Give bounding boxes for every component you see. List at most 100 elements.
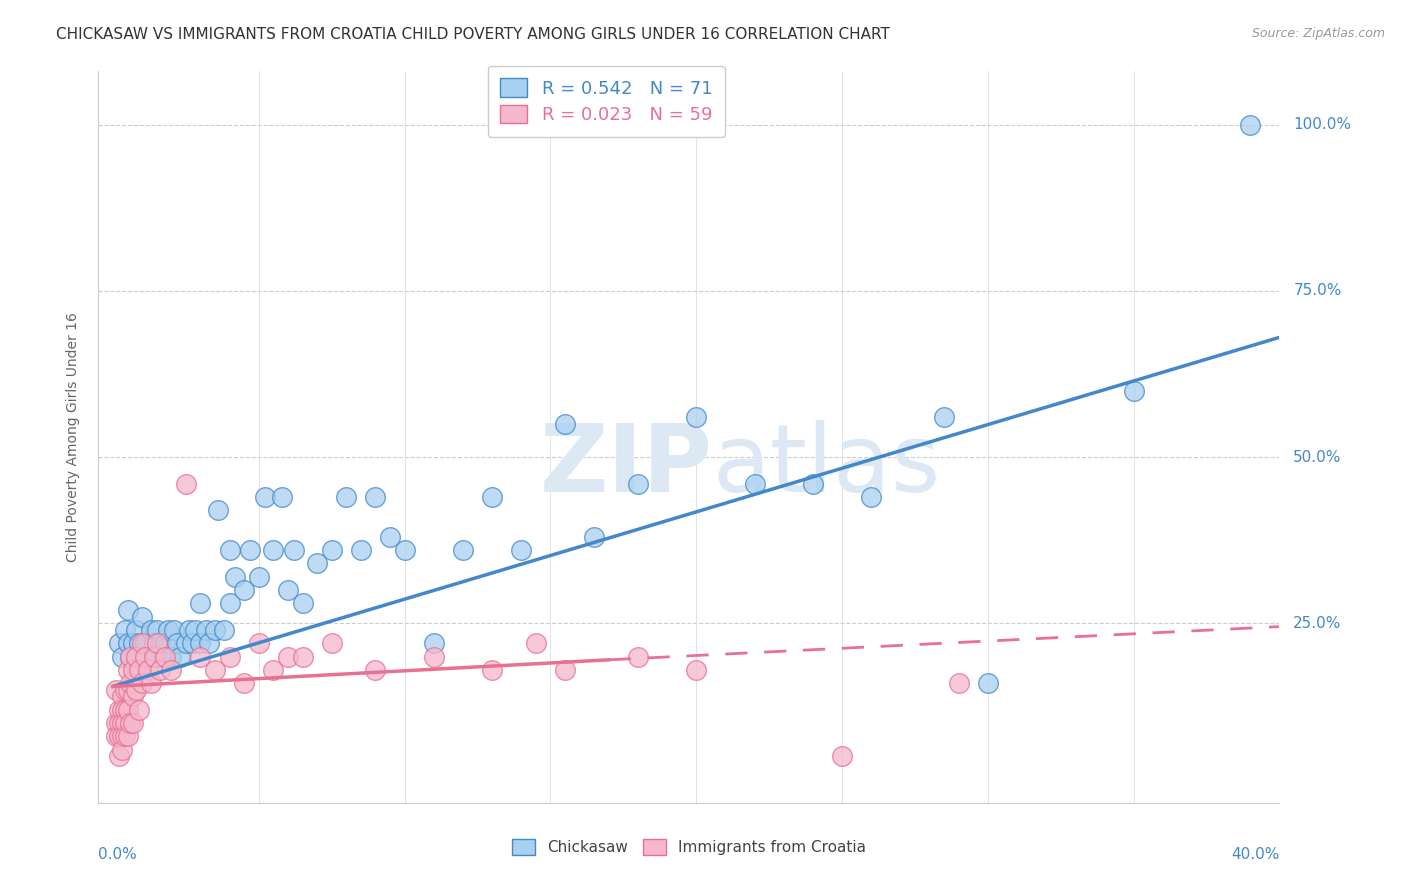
Point (277, 649, 299, 664)
Point (125, 623, 148, 637)
Point (177, 623, 200, 637)
Point (451, 543, 474, 558)
Point (111, 742, 134, 756)
Point (160, 649, 183, 664)
Point (108, 703, 131, 717)
Point (801, 476, 824, 491)
Point (120, 649, 142, 664)
Point (932, 410, 955, 425)
Point (204, 663, 226, 677)
Point (145, 623, 167, 637)
Text: 25.0%: 25.0% (1294, 615, 1341, 631)
Point (136, 663, 159, 677)
Point (104, 682, 127, 697)
Point (291, 596, 314, 610)
Point (128, 703, 150, 717)
Point (218, 543, 240, 558)
Point (155, 649, 177, 664)
Point (253, 490, 276, 504)
Point (233, 676, 256, 690)
Point (283, 543, 305, 558)
Point (128, 663, 150, 677)
Point (321, 543, 343, 558)
Point (104, 716, 127, 731)
Point (145, 636, 167, 650)
Point (364, 490, 387, 504)
Point (554, 417, 576, 431)
Point (125, 649, 148, 664)
Point (108, 749, 131, 764)
Point (155, 636, 177, 650)
Point (218, 649, 240, 664)
Point (139, 676, 162, 690)
Point (195, 623, 218, 637)
Text: 0.0%: 0.0% (98, 847, 138, 862)
Point (262, 543, 284, 558)
Point (114, 623, 136, 637)
Point (142, 636, 165, 650)
Point (131, 609, 153, 624)
Point (131, 649, 153, 664)
Text: 75.0%: 75.0% (1294, 284, 1341, 298)
Point (157, 623, 180, 637)
Point (114, 703, 136, 717)
Point (104, 729, 127, 743)
Point (149, 663, 172, 677)
Point (1122, 384, 1144, 398)
Point (134, 649, 156, 664)
Point (114, 716, 136, 731)
Point (685, 663, 707, 677)
Point (307, 557, 329, 571)
Y-axis label: Child Poverty Among Girls Under 16: Child Poverty Among Girls Under 16 (66, 312, 80, 562)
Point (247, 636, 270, 650)
Point (685, 410, 707, 425)
Point (142, 649, 165, 664)
Point (108, 716, 131, 731)
Point (152, 649, 174, 664)
Point (423, 649, 446, 664)
Point (180, 636, 202, 650)
Point (136, 649, 159, 664)
Text: atlas: atlas (713, 420, 941, 512)
Point (364, 663, 387, 677)
Point (122, 663, 145, 677)
Point (120, 716, 142, 731)
Point (174, 476, 197, 491)
Legend: Chickasaw, Immigrants from Croatia: Chickasaw, Immigrants from Croatia (506, 833, 872, 861)
Point (120, 649, 142, 664)
Point (831, 749, 853, 764)
Point (108, 636, 131, 650)
Point (583, 530, 606, 544)
Point (134, 636, 156, 650)
Text: 40.0%: 40.0% (1232, 847, 1279, 862)
Point (122, 716, 145, 731)
Point (860, 490, 883, 504)
Point (108, 729, 131, 743)
Point (117, 703, 139, 717)
Point (271, 490, 294, 504)
Point (190, 649, 212, 664)
Point (120, 676, 142, 690)
Point (321, 636, 343, 650)
Point (423, 636, 446, 650)
Point (233, 582, 256, 597)
Point (262, 663, 284, 677)
Point (122, 636, 145, 650)
Point (481, 490, 503, 504)
Point (239, 543, 262, 558)
Point (131, 676, 153, 690)
Point (394, 543, 416, 558)
Point (117, 682, 139, 697)
Text: 50.0%: 50.0% (1294, 450, 1341, 465)
Point (160, 663, 183, 677)
Point (481, 663, 503, 677)
Point (510, 543, 533, 558)
Point (111, 716, 134, 731)
Point (139, 623, 162, 637)
Text: CHICKASAW VS IMMIGRANTS FROM CROATIA CHILD POVERTY AMONG GIRLS UNDER 16 CORRELAT: CHICKASAW VS IMMIGRANTS FROM CROATIA CHI… (56, 27, 890, 42)
Point (277, 582, 299, 597)
Point (977, 676, 1000, 690)
Point (554, 663, 576, 677)
Text: 100.0%: 100.0% (1294, 117, 1351, 132)
Point (1239, 118, 1261, 132)
